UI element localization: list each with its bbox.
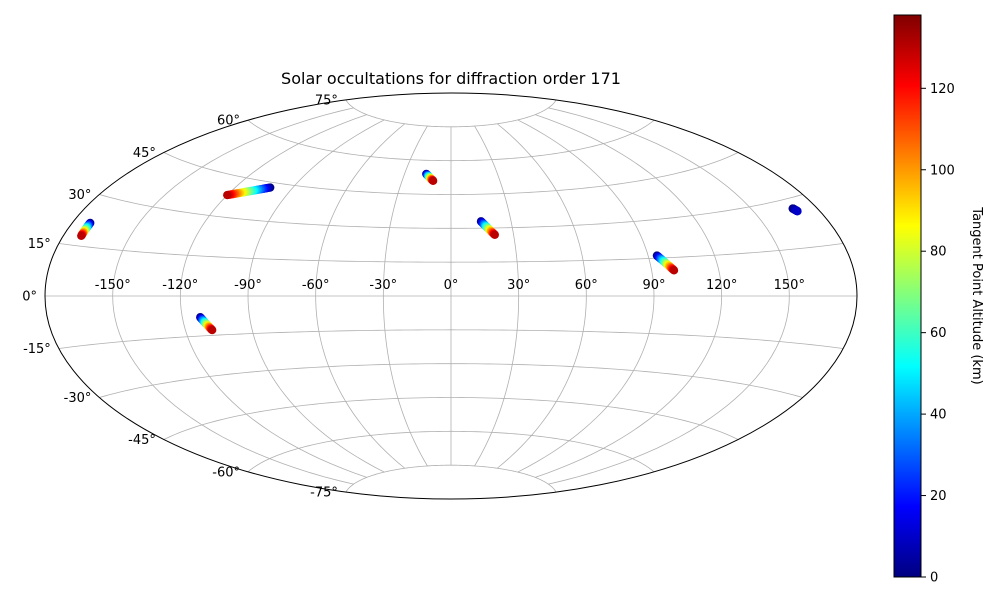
x-tick-label: 0° (444, 278, 459, 293)
y-tick-label: 15° (28, 237, 51, 252)
x-tick-label: 90° (642, 278, 665, 293)
y-tick-label: -45° (128, 433, 156, 448)
y-tick-label: -15° (23, 342, 51, 357)
parallel-line (99, 194, 803, 229)
occultation-point (490, 230, 499, 239)
x-tick-label: -90° (234, 278, 262, 293)
occultation-point (77, 231, 86, 240)
x-tick-label: -60° (302, 278, 330, 293)
y-tick-label: 75° (315, 93, 338, 108)
colorbar-tick-label: 20 (930, 489, 947, 504)
occultation-point (207, 325, 217, 335)
colorbar-label: Tangent Point Altitude (km) (969, 206, 984, 384)
y-tick-label: -60° (212, 465, 240, 480)
colorbar-tick-label: 40 (930, 408, 947, 423)
x-tick-label: 120° (706, 278, 737, 293)
chart-title: Solar occultations for diffraction order… (281, 69, 621, 88)
parallel-line (163, 397, 739, 440)
parallel-line (345, 99, 557, 128)
parallel-line (58, 243, 844, 263)
colorbar-tick-label: 60 (930, 326, 947, 341)
colorbar-gradient (893, 14, 922, 578)
colorbar-tick-label: 80 (930, 245, 947, 260)
y-tick-label: 0° (22, 290, 37, 305)
y-tick-label: 45° (133, 146, 156, 161)
parallel-line (163, 152, 739, 195)
y-tick-label: -30° (64, 391, 92, 406)
longitude-tick-labels: -150° -120° -90° -60° -30° 0° 30° 60° 90° 120° 150… (95, 278, 805, 293)
parallel-line (345, 464, 557, 493)
x-tick-label: -150° (95, 278, 131, 293)
parallel-line (247, 430, 655, 473)
parallel-line (99, 363, 803, 398)
occultation-point (223, 190, 232, 200)
colorbar-tick-label: 100 (930, 163, 955, 178)
y-tick-label: -75° (310, 486, 338, 501)
colorbar-tick-label: 0 (930, 571, 938, 586)
occultation-point (428, 176, 438, 186)
colorbar-ticks: 0 20 40 60 80 100 120 (921, 82, 955, 586)
x-tick-label: 30° (507, 278, 530, 293)
map-grid (45, 99, 857, 493)
y-tick-label: 30° (68, 188, 91, 203)
occultation-point (793, 206, 802, 216)
parallel-line (247, 119, 655, 162)
x-tick-label: -30° (369, 278, 397, 293)
colorbar-tick-label: 120 (930, 82, 955, 97)
x-tick-label: 60° (575, 278, 598, 293)
latitude-tick-labels: -75° -60° -45° -30° -15° 0° 15° 30° 45° 60° 75° (22, 93, 338, 500)
map-boundary (44, 92, 858, 500)
parallel-line (58, 329, 844, 349)
occultation-points (77, 169, 802, 335)
y-tick-label: 60° (217, 114, 240, 129)
x-tick-label: 150° (774, 278, 805, 293)
x-tick-label: -120° (162, 278, 198, 293)
occultation-point (669, 266, 679, 275)
colorbar: 0 20 40 60 80 100 120 Tangent Point Altitude (… (893, 14, 984, 586)
